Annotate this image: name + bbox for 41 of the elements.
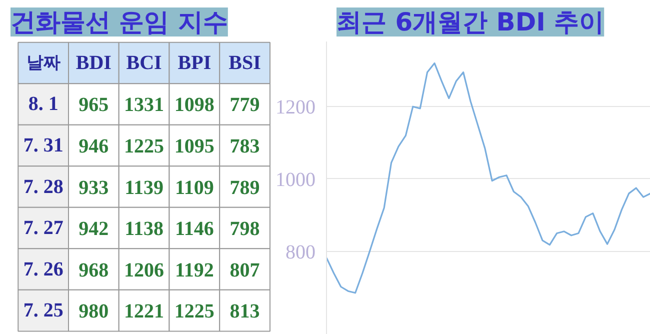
y-tick-label: 7. 31 [23, 134, 64, 156]
data-label: 968 [78, 259, 109, 282]
data-label: 1138 [124, 218, 164, 240]
data-label: 813 [230, 300, 260, 323]
data-label: 1095 [174, 135, 214, 158]
data-label: 1331 [124, 94, 164, 116]
data-label: 980 [78, 300, 109, 323]
y-tick-label: 8. 1 [28, 93, 58, 116]
x-tick-label: BSI [228, 52, 262, 74]
data-label: 1192 [174, 259, 214, 282]
y-tick-label: 1000 [276, 168, 316, 191]
data-label: 942 [78, 218, 109, 240]
y-tick-label: 1200 [276, 96, 316, 119]
data-label: 933 [78, 176, 109, 199]
y-tick-label: 7. 28 [23, 176, 64, 198]
data-label: 779 [230, 94, 260, 116]
y-axis-title: 날짜 [26, 52, 60, 73]
data-label: 1139 [124, 176, 164, 199]
x-tick-label: BPI [178, 52, 212, 74]
data-label: 789 [230, 176, 260, 199]
data-label: 1206 [124, 259, 164, 282]
chart-title: 건화물선 운임 지수 [10, 8, 228, 36]
data-label: 1146 [174, 218, 214, 240]
data-label: 783 [230, 135, 260, 158]
y-tick-label: 800 [286, 241, 316, 264]
line-series [326, 62, 650, 294]
data-label: 946 [78, 135, 109, 158]
data-label: 1221 [124, 300, 164, 323]
data-label: 1109 [174, 176, 214, 199]
data-label: 1098 [174, 94, 214, 116]
data-label: 798 [230, 218, 260, 240]
chart-title: 최근 6개월간 BDI 추이 [336, 8, 604, 36]
y-tick-label: 7. 26 [23, 258, 64, 280]
y-tick-label: 7. 27 [23, 217, 64, 240]
y-tick-label: 7. 25 [23, 300, 64, 322]
data-label: 965 [78, 94, 109, 116]
x-tick-label: BDI [76, 52, 112, 74]
data-label: 807 [230, 259, 260, 282]
data-label: 1225 [174, 300, 214, 323]
x-tick-label: BCI [126, 52, 162, 74]
data-label: 1225 [124, 135, 164, 158]
